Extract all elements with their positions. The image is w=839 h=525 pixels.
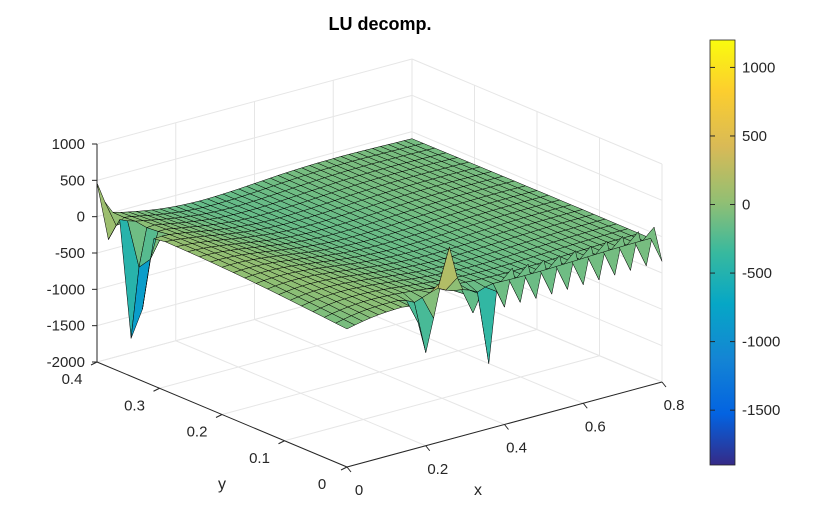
back-wall-grid-z (96, 58, 413, 145)
y-tick-label: 0.3 (124, 397, 145, 414)
side-wall-grid-z (411, 131, 663, 238)
floor-grid-y (284, 355, 600, 442)
y-tick-mark (340, 466, 348, 471)
z-tick-label: 0 (77, 209, 85, 226)
colorbar-tick-label: -500 (742, 265, 772, 282)
surface-mesh (96, 138, 663, 364)
back-wall-grid-z (96, 94, 413, 181)
y-tick-label: 0.2 (187, 424, 208, 441)
surface-patch (642, 226, 663, 262)
x-tick-label: 0.8 (664, 397, 685, 414)
chart-title: LU decomp. (328, 14, 431, 34)
y-tick-mark (215, 414, 223, 418)
axes-lines (90, 143, 667, 473)
y-tick-mark (153, 387, 160, 392)
z-tick-label: 1000 (52, 136, 85, 153)
floor-grid-y (221, 329, 538, 415)
z-tick-label: 500 (60, 172, 85, 189)
y-tick-mark (278, 440, 285, 445)
tick-labels: 00.20.40.60.800.10.20.30.4-2000-1500-100… (47, 136, 685, 499)
y-tick-label: 0 (318, 476, 326, 493)
x-tick-label: 0.2 (427, 461, 448, 478)
colorbar-tick-label: 1000 (742, 59, 775, 76)
side-wall-grid-z (411, 58, 663, 165)
y-axis-label: y (218, 476, 226, 493)
z-tick-label: -500 (55, 245, 85, 262)
x-tick-label: 0.6 (585, 418, 606, 435)
side-wall-grid-z (411, 276, 663, 383)
colorbar-gradient (709, 39, 736, 466)
x-axis-label: x (474, 482, 482, 499)
z-tick-label: -2000 (47, 354, 85, 371)
colorbar-tick-label: 0 (742, 197, 750, 214)
y-tick-label: 0.1 (249, 450, 270, 467)
x-tick-mark (504, 424, 509, 430)
colorbar-tick-label: -1000 (742, 334, 780, 351)
colorbar-tick-label: 500 (742, 128, 767, 145)
x-tick-mark (346, 466, 352, 473)
x-tick-label: 0.4 (506, 440, 527, 457)
z-tick-label: -1500 (47, 318, 85, 335)
x-tick-mark (582, 402, 588, 409)
x-tick-label: 0 (355, 482, 363, 499)
colorbar: 1000 500 0 -500 -1000 -1500 (709, 39, 780, 466)
x-tick-mark (661, 381, 667, 388)
back-wall-grid-z (96, 131, 413, 218)
colorbar-ticks: 1000 500 0 -500 -1000 -1500 (710, 59, 780, 419)
x-tick-mark (425, 445, 431, 452)
side-wall-grid-z (411, 94, 663, 201)
surface-patch (477, 286, 497, 364)
z-tick-label: -1000 (47, 281, 85, 298)
y-tick-label: 0.4 (62, 371, 83, 388)
colorbar-tick-label: -1500 (742, 402, 780, 419)
